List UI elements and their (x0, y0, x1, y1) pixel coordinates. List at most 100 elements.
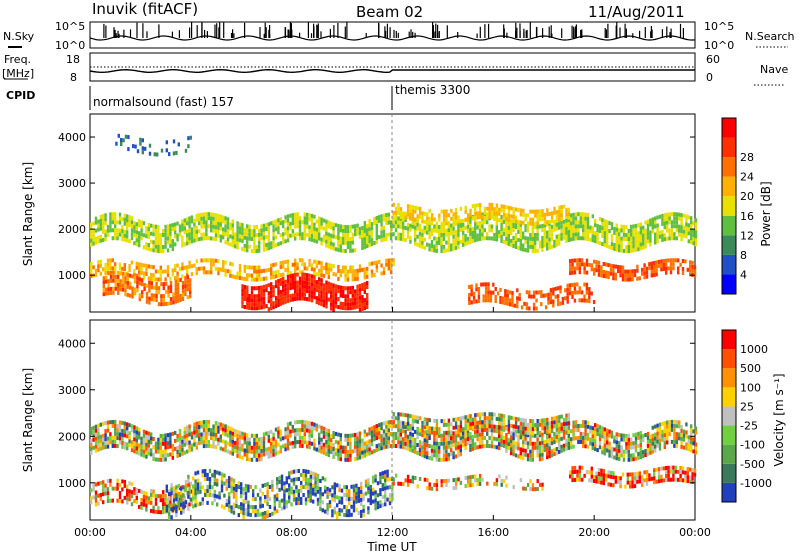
heatmap-cell (603, 451, 606, 456)
heatmap-cell (240, 486, 243, 491)
heatmap-cell (167, 301, 170, 306)
heatmap-cell (423, 211, 427, 216)
heatmap-cell (454, 434, 458, 439)
heatmap-cell (553, 239, 556, 244)
heatmap-cell (363, 267, 366, 272)
heatmap-cell (344, 433, 347, 438)
heatmap-cell (662, 259, 665, 263)
heatmap-cell (414, 233, 417, 238)
heatmap-cell (608, 441, 611, 446)
heatmap-cell (632, 433, 635, 438)
heatmap-cell (643, 275, 646, 280)
heatmap-cell (471, 446, 474, 451)
heatmap-cell (266, 482, 269, 487)
heatmap-cell (246, 441, 249, 446)
nsky-line (89, 35, 696, 41)
heatmap-cell (490, 432, 494, 437)
heatmap-cell (229, 438, 232, 443)
heatmap-cell (600, 265, 603, 270)
heatmap-cell (316, 501, 320, 506)
heatmap-cell (620, 224, 623, 229)
heatmap-cell (349, 437, 352, 442)
heatmap-cell (531, 441, 534, 446)
heatmap-cell (274, 219, 278, 224)
heatmap-cell (238, 446, 242, 451)
heatmap-cell (356, 448, 359, 453)
heatmap-cell (315, 423, 318, 428)
heatmap-cell (186, 279, 189, 284)
heatmap-cell (272, 270, 275, 275)
heatmap-cell (331, 485, 334, 490)
heatmap-cell (252, 497, 255, 502)
heatmap-cell (279, 241, 282, 246)
heatmap-cell (385, 428, 388, 433)
heatmap-cell (192, 492, 195, 497)
heatmap-cell (522, 231, 525, 236)
heatmap-cell (249, 504, 252, 509)
heatmap-cell (212, 220, 215, 225)
heatmap-cell (265, 247, 268, 251)
heatmap-cell (164, 224, 167, 229)
heatmap-cell (615, 239, 618, 244)
heatmap-cell (482, 294, 485, 299)
heatmap-cell (94, 424, 98, 429)
heatmap-cell (111, 236, 114, 241)
heatmap-cell (382, 237, 386, 242)
heatmap-cell (585, 258, 589, 263)
heatmap-cell (188, 236, 191, 241)
heatmap-cell (555, 214, 559, 219)
heatmap-cell (217, 213, 220, 218)
heatmap-cell (201, 473, 204, 478)
heatmap-cell (202, 432, 206, 437)
heatmap-cell (402, 225, 405, 230)
heatmap-cell (510, 435, 513, 440)
heatmap-cell (205, 236, 208, 241)
heatmap-cell (649, 434, 652, 439)
heatmap-cell (180, 510, 183, 515)
heatmap-cell (99, 259, 102, 264)
heatmap-cell (138, 270, 141, 275)
heatmap-cell (297, 477, 300, 481)
heatmap-cell (206, 472, 209, 477)
heatmap-cell (298, 228, 302, 233)
heatmap-cell (435, 228, 438, 233)
heatmap-cell (411, 220, 414, 225)
heatmap-cell (246, 437, 249, 442)
heatmap-cell (202, 270, 206, 275)
heatmap-cell (596, 232, 599, 237)
heatmap-cell (172, 139, 176, 144)
heatmap-cell (186, 233, 189, 238)
heatmap-cell (435, 248, 438, 253)
heatmap-cell (253, 437, 256, 442)
heatmap-cell (222, 231, 225, 236)
heatmap-cell (601, 218, 604, 223)
heatmap-cell (154, 224, 158, 229)
heatmap-cell (428, 243, 431, 248)
heatmap-cell (157, 445, 160, 450)
heatmap-cell (154, 277, 158, 282)
heatmap-cell (452, 443, 455, 448)
heatmap-cell (148, 151, 152, 156)
heatmap-cell (589, 429, 592, 434)
heatmap-cell (572, 420, 575, 425)
heatmap-cell (663, 225, 666, 230)
heatmap-cell (438, 233, 441, 237)
heatmap-cell (658, 438, 662, 443)
heatmap-cell (315, 227, 318, 232)
heatmap-cell (633, 273, 637, 278)
heatmap-cell (553, 440, 556, 445)
heatmap-cell (627, 449, 630, 454)
heatmap-cell (558, 449, 561, 454)
heatmap-cell (285, 500, 288, 505)
heatmap-cell (266, 514, 269, 519)
heatmap-cell (284, 295, 287, 300)
heatmap-cell (478, 207, 482, 212)
heatmap-cell (99, 442, 102, 447)
heatmap-cell (258, 273, 261, 278)
heatmap-cell (498, 218, 501, 223)
heatmap-cell (657, 259, 661, 264)
heatmap-cell (298, 216, 302, 221)
heatmap-cell (469, 435, 472, 440)
heatmap-cell (646, 451, 650, 456)
heatmap-cell (244, 499, 248, 504)
